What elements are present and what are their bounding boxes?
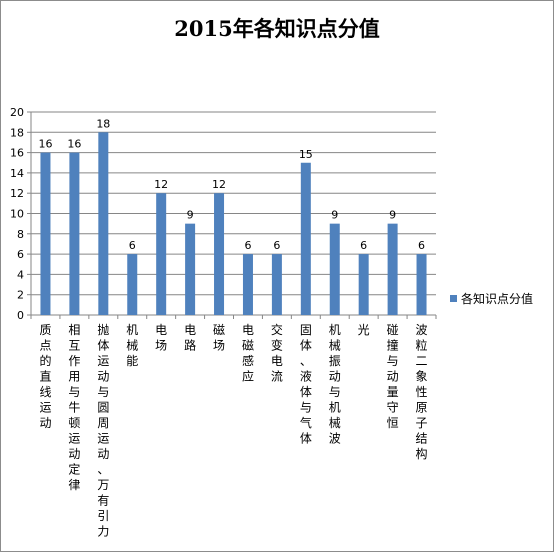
x-tick-label: 碰撞与动量守恒 [387,323,399,430]
x-tick-label: 固体、液体与气体 [300,323,312,446]
data-label: 9 [389,209,396,222]
bar [127,254,138,315]
bar [358,254,369,315]
y-tick-label: 18 [10,126,24,139]
x-tick-label: 波粒二象性原子结构 [416,323,428,461]
y-tick-label: 16 [10,147,24,160]
bar [40,152,51,315]
legend-swatch [450,295,457,302]
y-tick-label: 2 [17,289,24,302]
y-tick-label: 6 [17,248,24,261]
bar [300,162,311,315]
bar [329,223,340,315]
x-tick-label: 质点的直线运动 [39,323,51,430]
x-tick-label: 光 [358,323,370,337]
y-tick-label: 12 [10,187,24,200]
y-tick-label: 14 [10,167,24,180]
x-tick-label: 机械振动与机械波 [329,323,341,446]
x-tick-label: 抛体运动与圆周运动、万有引力 [97,322,109,539]
bar [271,254,282,315]
bar [69,152,80,315]
data-label: 18 [96,117,110,130]
data-label: 9 [331,209,338,222]
chart-title: 2015年各知识点分值 [174,16,380,41]
bar [156,193,167,315]
x-tick-label: 交变电流 [271,322,283,384]
y-tick-label: 4 [17,268,24,281]
data-label: 16 [67,138,81,151]
x-tick-label: 相互作用与牛顿运动定律 [68,323,80,492]
y-tick-label: 10 [10,208,24,221]
bar [387,223,398,315]
y-tick-label: 20 [10,106,24,119]
x-tick-label: 机械能 [126,323,138,368]
y-tick-label: 8 [17,228,24,241]
y-tick-label: 0 [17,309,24,322]
bar [185,223,196,315]
data-label: 6 [273,239,280,252]
data-label: 15 [299,148,313,161]
data-label: 16 [38,138,52,151]
data-label: 6 [244,239,251,252]
data-label: 6 [129,239,136,252]
legend-label: 各知识点分值 [461,292,534,306]
data-label: 12 [154,178,168,191]
bar [98,132,109,315]
legend: 各知识点分值 [450,290,533,307]
x-tick-label: 电磁感应 [242,323,254,384]
bar [416,254,427,315]
data-label: 12 [212,178,226,191]
data-label: 6 [418,239,425,252]
data-label: 6 [360,239,367,252]
x-tick-label: 电场 [155,323,167,353]
bar [214,193,225,315]
x-tick-label: 电路 [184,323,196,353]
x-tick-label: 磁场 [213,322,225,353]
bar [242,254,253,315]
data-label: 9 [187,209,194,222]
